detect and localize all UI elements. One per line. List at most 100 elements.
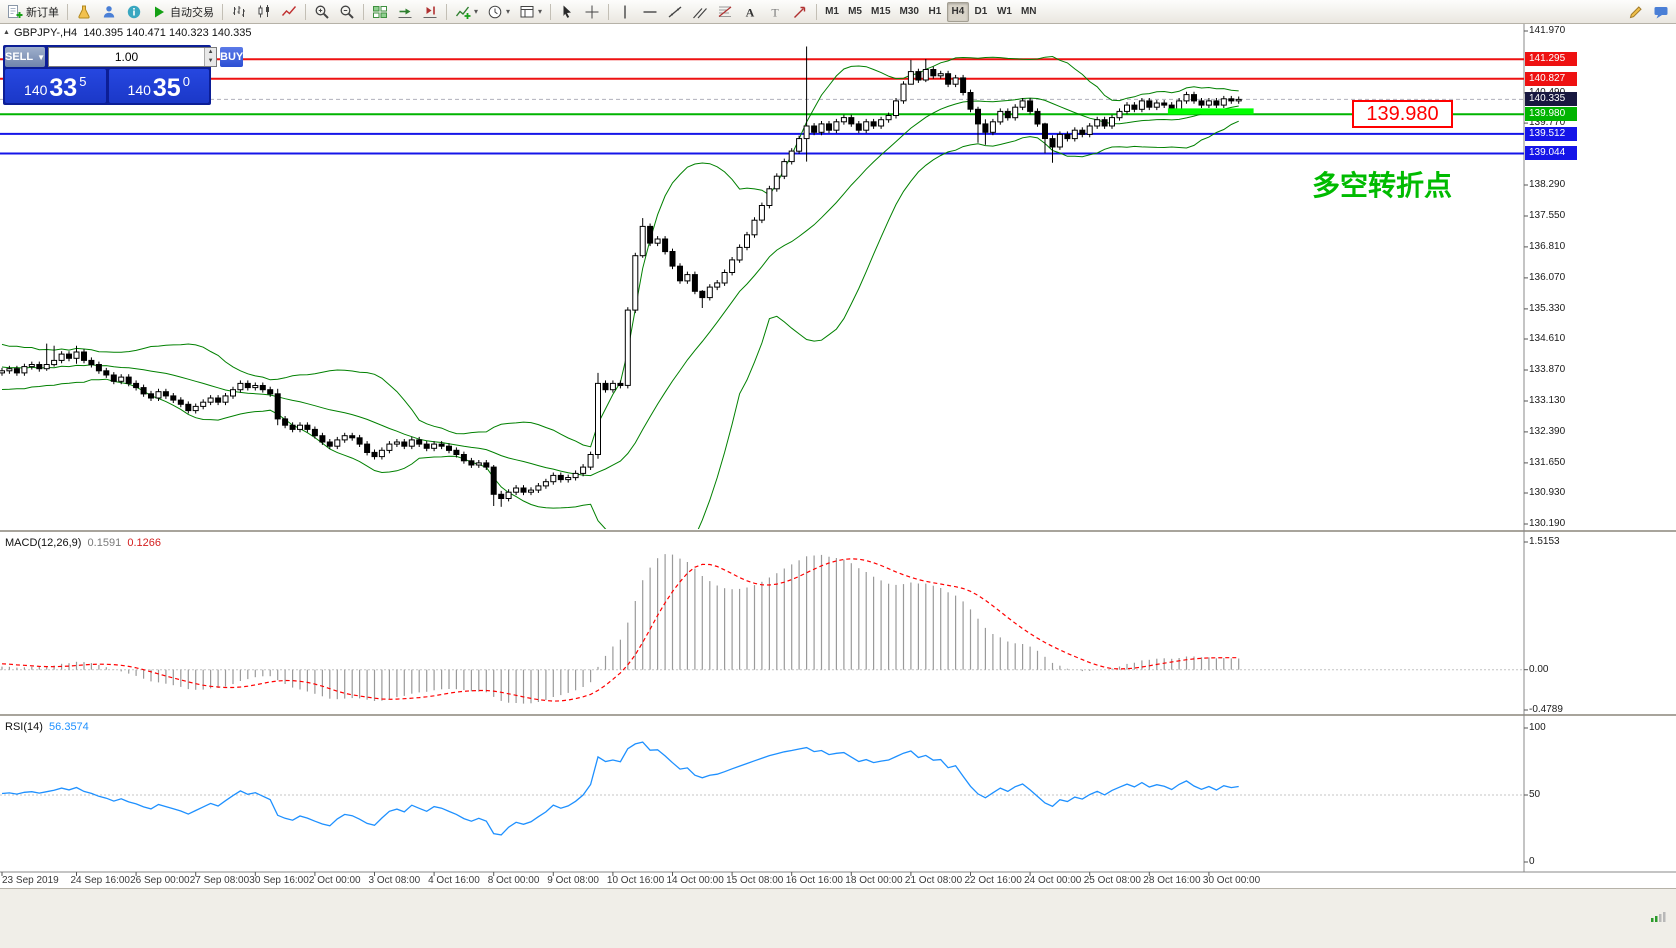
rsi-panel[interactable] — [0, 741, 1524, 836]
tf-m30-button[interactable]: M30 — [896, 2, 923, 22]
auto-scroll-button[interactable] — [393, 2, 417, 22]
rsi-line — [1, 741, 1239, 836]
collapse-panel-icon[interactable]: ▲ — [3, 29, 10, 36]
sell-button[interactable]: SELL ▼ — [5, 47, 46, 67]
line-chart-button[interactable] — [277, 2, 301, 22]
edit-button[interactable] — [1624, 2, 1648, 22]
price-tag[interactable]: 139.512 — [1525, 126, 1577, 141]
tline-icon — [667, 4, 683, 20]
trendline-button[interactable] — [663, 2, 687, 22]
template-icon — [519, 4, 535, 20]
macd-panel[interactable] — [0, 554, 1524, 704]
new-order-button[interactable]: 新订单 — [3, 2, 63, 22]
tf-mn-button[interactable]: MN — [1017, 2, 1041, 22]
bollinger-middle-band — [1, 97, 1239, 477]
sell-options-caret-icon: ▼ — [37, 52, 46, 62]
timeframe-label: M15 — [871, 6, 891, 17]
crosshair-button[interactable] — [580, 2, 604, 22]
lot-increase-button[interactable]: ▲ — [207, 49, 214, 55]
toolbar-separator — [816, 3, 818, 20]
price-tag[interactable]: 139.980 — [1525, 107, 1577, 122]
label-button[interactable]: T — [763, 2, 787, 22]
templates-button[interactable]: ▾ — [515, 2, 546, 22]
toolbar-separator — [67, 3, 68, 20]
help-button[interactable] — [122, 2, 146, 22]
price-tag[interactable]: 140.827 — [1525, 71, 1577, 86]
price-tag[interactable]: 140.335 — [1525, 92, 1577, 107]
texta-icon: A — [742, 4, 758, 20]
tf-h1-button[interactable]: H1 — [924, 2, 946, 22]
timeframe-label: M30 — [899, 6, 919, 17]
bar-chart-button[interactable] — [227, 2, 251, 22]
pencil-icon — [1628, 4, 1644, 20]
price-scale-label: 134.610 — [1529, 333, 1566, 345]
zoomout-icon — [339, 4, 355, 20]
macd-scale-label: -0.4789 — [1529, 704, 1563, 716]
periods-button[interactable]: ▾ — [483, 2, 514, 22]
lot-size-field[interactable]: ▲ ▼ — [48, 47, 218, 67]
ask-price-display[interactable]: 140 35 0 — [108, 69, 209, 103]
turning-point-annotation[interactable]: 多空转折点 — [1312, 164, 1452, 204]
panel-separator[interactable] — [0, 714, 1676, 716]
price-tag[interactable]: 139.044 — [1525, 146, 1577, 161]
cursor-button[interactable] — [555, 2, 579, 22]
timeframe-label: W1 — [996, 6, 1012, 17]
macd-scale-label: 0.00 — [1529, 663, 1549, 675]
text-button[interactable]: A — [738, 2, 762, 22]
time-axis-label: 9 Oct 08:00 — [547, 875, 599, 886]
tf-m1-button[interactable]: M1 — [821, 2, 843, 22]
hline-icon — [642, 4, 658, 20]
candlestick-button[interactable] — [252, 2, 276, 22]
tf-m15-button[interactable]: M15 — [867, 2, 894, 22]
price-tag[interactable]: 141.295 — [1525, 52, 1577, 67]
timeframe-label: D1 — [974, 6, 988, 17]
indicators-button[interactable]: ▾ — [451, 2, 482, 22]
tf-m5-button[interactable]: M5 — [844, 2, 866, 22]
price-alert-box[interactable]: 139.980 — [1352, 100, 1453, 128]
zoom-in-button[interactable] — [310, 2, 334, 22]
rsi-title: RSI(14) — [5, 721, 43, 733]
time-axis-label: 23 Sep 2019 — [2, 875, 59, 886]
buy-button[interactable]: BUY — [220, 47, 244, 67]
dropdown-caret-icon: ▾ — [506, 7, 511, 16]
candlestick-series — [0, 46, 1242, 507]
zoom-out-button[interactable] — [335, 2, 359, 22]
price-scale-label: 133.130 — [1529, 394, 1566, 406]
rsi-scale-label: 100 — [1529, 722, 1546, 733]
connection-status-icon — [1650, 909, 1666, 930]
channel-button[interactable] — [688, 2, 712, 22]
horizontal-line-button[interactable] — [638, 2, 662, 22]
arrow-tool-button[interactable] — [788, 2, 812, 22]
toolbar-separator — [363, 3, 364, 20]
lot-spinner[interactable]: ▲ ▼ — [204, 48, 217, 66]
shift-icon — [422, 4, 438, 20]
mql-market-button[interactable] — [72, 2, 96, 22]
price-scale-label: 130.190 — [1529, 517, 1566, 529]
chat-button[interactable] — [1649, 2, 1673, 22]
grid-icon — [372, 4, 388, 20]
person-icon — [101, 4, 117, 20]
fibonacci-button[interactable] — [713, 2, 737, 22]
auto-trading-button[interactable]: 自动交易 — [147, 2, 218, 22]
tf-h4-button[interactable]: H4 — [946, 1, 969, 22]
macd-signal-line — [1, 558, 1239, 702]
tf-d1-button[interactable]: D1 — [970, 2, 992, 22]
sell-button-label: SELL — [5, 51, 34, 63]
main-price-panel[interactable] — [0, 46, 1524, 594]
tf-w1-button[interactable]: W1 — [993, 2, 1016, 22]
vertical-line-button[interactable] — [613, 2, 637, 22]
panel-separator[interactable] — [0, 530, 1676, 532]
lot-decrease-button[interactable]: ▼ — [207, 58, 214, 64]
time-axis-label: 30 Oct 00:00 — [1202, 875, 1261, 886]
chart-shift-button[interactable] — [418, 2, 442, 22]
time-axis-label: 24 Oct 00:00 — [1024, 875, 1082, 886]
community-button[interactable] — [97, 2, 121, 22]
price-scale-label: 132.390 — [1529, 425, 1566, 437]
bid-price-display[interactable]: 140 33 5 — [5, 69, 106, 103]
tile-windows-button[interactable] — [368, 2, 392, 22]
play-icon — [151, 4, 167, 20]
timeframe-label: H1 — [928, 6, 942, 17]
time-axis-label: 2 Oct 00:00 — [308, 875, 361, 886]
lot-size-input[interactable] — [49, 48, 205, 66]
